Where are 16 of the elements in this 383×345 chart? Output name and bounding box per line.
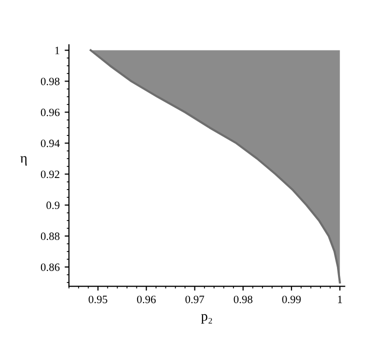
y-tick-label: 0.9 [46, 202, 60, 210]
y-tick-label: 0.94 [40, 140, 60, 148]
y-tick-label: 0.96 [40, 108, 60, 116]
y-tick-label: 0.88 [40, 232, 60, 240]
x-tick-label: 0.98 [234, 296, 252, 304]
x-axis-title: p₂ [201, 314, 212, 324]
x-tick-label: 0.96 [137, 296, 156, 304]
x-tick-label: 0.97 [185, 296, 204, 304]
y-tick-label: 1 [55, 46, 60, 54]
x-tick-label: 0.95 [88, 296, 108, 304]
y-tick-label: 0.98 [40, 78, 60, 86]
y-axis-title: η [20, 156, 27, 166]
y-tick-label: 0.92 [40, 170, 60, 178]
x-tick-label: 0.99 [282, 296, 301, 304]
x-tick-label: 1 [338, 296, 342, 304]
y-tick-label: 0.86 [40, 263, 60, 272]
